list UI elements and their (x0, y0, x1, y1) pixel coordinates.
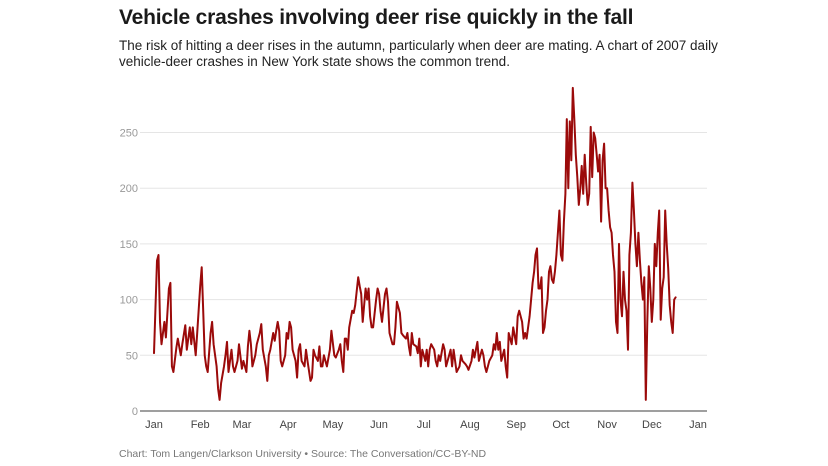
chart-title: Vehicle crashes involving deer rise quic… (119, 6, 634, 29)
x-tick-label: Nov (597, 419, 617, 431)
y-tick-label: 150 (120, 239, 138, 251)
x-tick-label: Mar (232, 419, 251, 431)
x-tick-label: Dec (642, 419, 662, 431)
x-tick-label: Aug (460, 419, 480, 431)
y-tick-label: 250 (120, 128, 138, 140)
y-tick-label: 50 (126, 350, 138, 362)
x-tick-label: Jan (145, 419, 163, 431)
x-tick-label: Oct (552, 419, 569, 431)
x-tick-label: Feb (191, 419, 210, 431)
x-tick-label: Jul (417, 419, 431, 431)
y-tick-label: 200 (120, 183, 138, 195)
series-line-daily-crashes (153, 86, 677, 401)
y-tick-label: 100 (120, 295, 138, 307)
x-tick-label: Apr (280, 419, 297, 431)
x-tick-label: Sep (506, 419, 526, 431)
y-tick-label: 0 (132, 406, 138, 418)
x-tick-label: May (322, 419, 343, 431)
x-tick-label: Jan (689, 419, 707, 431)
gridlines (140, 132, 707, 356)
x-axis-ticks: Jan Feb Mar Apr May Jun Jul Aug Sep Oct Nov Dec Jan (145, 419, 707, 431)
x-tick-label: Jun (370, 419, 388, 431)
chart-source: Chart: Tom Langen/Clarkson University • … (119, 448, 487, 460)
chart-subtitle: The risk of hitting a deer rises in the … (119, 38, 718, 69)
y-axis-ticks: 0 50 100 150 200 250 (120, 128, 138, 419)
